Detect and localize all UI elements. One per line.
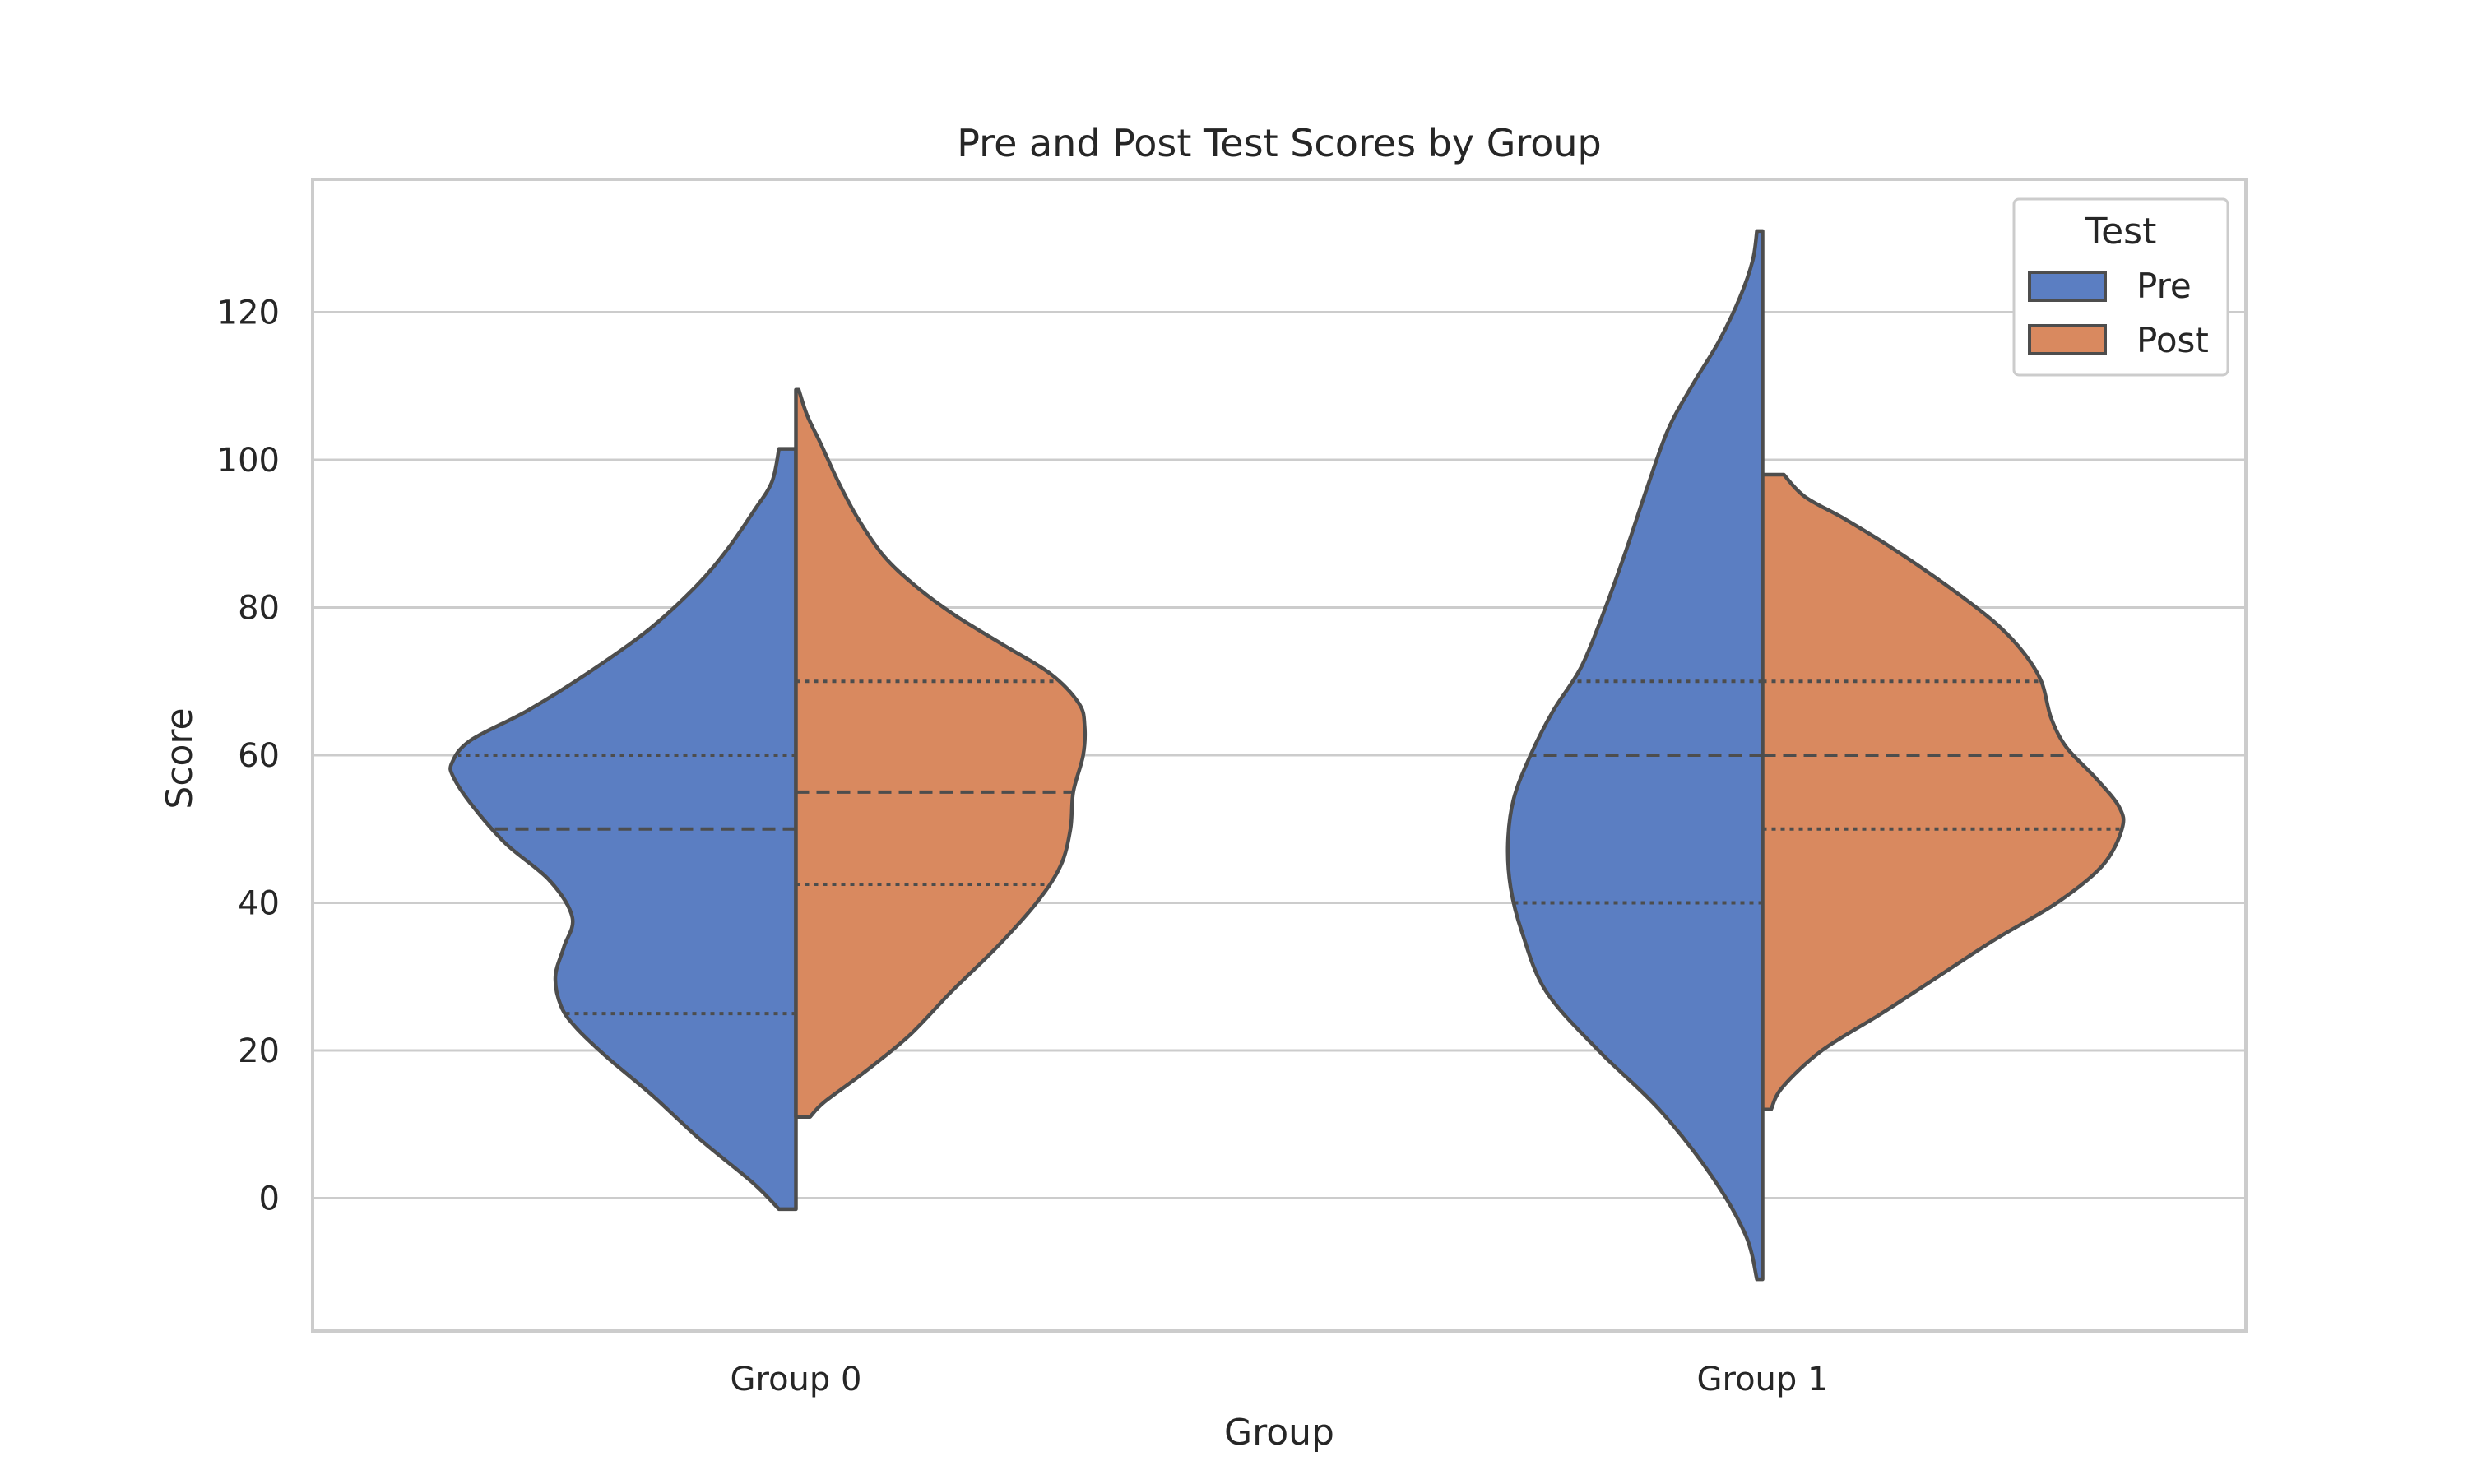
y-tick-label-80: 80 <box>238 590 280 628</box>
y-tick-label-100: 100 <box>217 442 280 480</box>
y-tick-label-0: 0 <box>259 1180 280 1217</box>
legend-patch-post <box>2028 324 2107 355</box>
legend-patch-pre <box>2028 271 2107 302</box>
violin-post-group-1 <box>1761 472 2126 1112</box>
violin-post-group-0 <box>794 387 1088 1119</box>
y-tick-label-120: 120 <box>217 294 280 332</box>
x-axis-label: Group <box>1224 1412 1334 1454</box>
y-tick-label-20: 20 <box>238 1032 280 1070</box>
y-tick-label-60: 60 <box>238 737 280 775</box>
chart-title: Pre and Post Test Scores by Group <box>957 121 1602 165</box>
legend: Test Pre Post <box>2012 197 2229 377</box>
y-axis-label: Score <box>159 707 201 809</box>
plot-frame <box>311 178 2248 1333</box>
legend-label-post: Post <box>2136 320 2209 360</box>
legend-label-pre: Pre <box>2136 266 2192 306</box>
x-tick-label-group-1: Group 1 <box>1697 1361 1829 1398</box>
legend-title: Test <box>2085 211 2157 253</box>
y-tick-label-40: 40 <box>238 884 280 922</box>
x-tick-label-group-0: Group 0 <box>731 1361 862 1398</box>
